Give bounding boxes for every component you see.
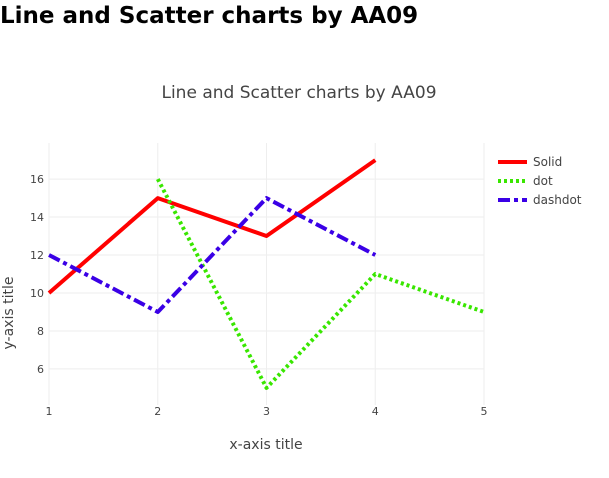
y-tick-label: 6 (37, 363, 44, 376)
x-axis-title: x-axis title (229, 437, 302, 453)
legend-label-solid[interactable]: Solid (533, 155, 562, 169)
y-axis-title: y-axis title (1, 277, 17, 350)
y-tick-label: 14 (30, 211, 44, 224)
legend-label-dot[interactable]: dot (533, 174, 553, 188)
y-tick-label: 8 (37, 325, 44, 338)
series-line-solid[interactable] (47, 158, 377, 295)
chart-title: Line and Scatter charts by AA09 (161, 83, 436, 103)
series-lines (47, 158, 485, 390)
grid (48, 143, 485, 405)
series-line-dot[interactable] (156, 178, 485, 390)
x-tick-label: 2 (154, 405, 161, 418)
y-tick-label: 10 (30, 287, 44, 300)
x-tick-label: 5 (481, 405, 488, 418)
series-line-dashdot[interactable] (48, 196, 377, 314)
legend-label-dashdot[interactable]: dashdot (533, 193, 582, 207)
y-tick-label: 12 (30, 249, 44, 262)
x-tick-label: 1 (46, 405, 53, 418)
page-heading: Line and Scatter charts by AA09 (0, 3, 419, 29)
y-tick-label: 16 (30, 173, 44, 186)
legend[interactable]: Solid dot dashdot (498, 155, 582, 207)
x-tick-label: 4 (372, 405, 379, 418)
x-tick-label: 3 (263, 405, 270, 418)
